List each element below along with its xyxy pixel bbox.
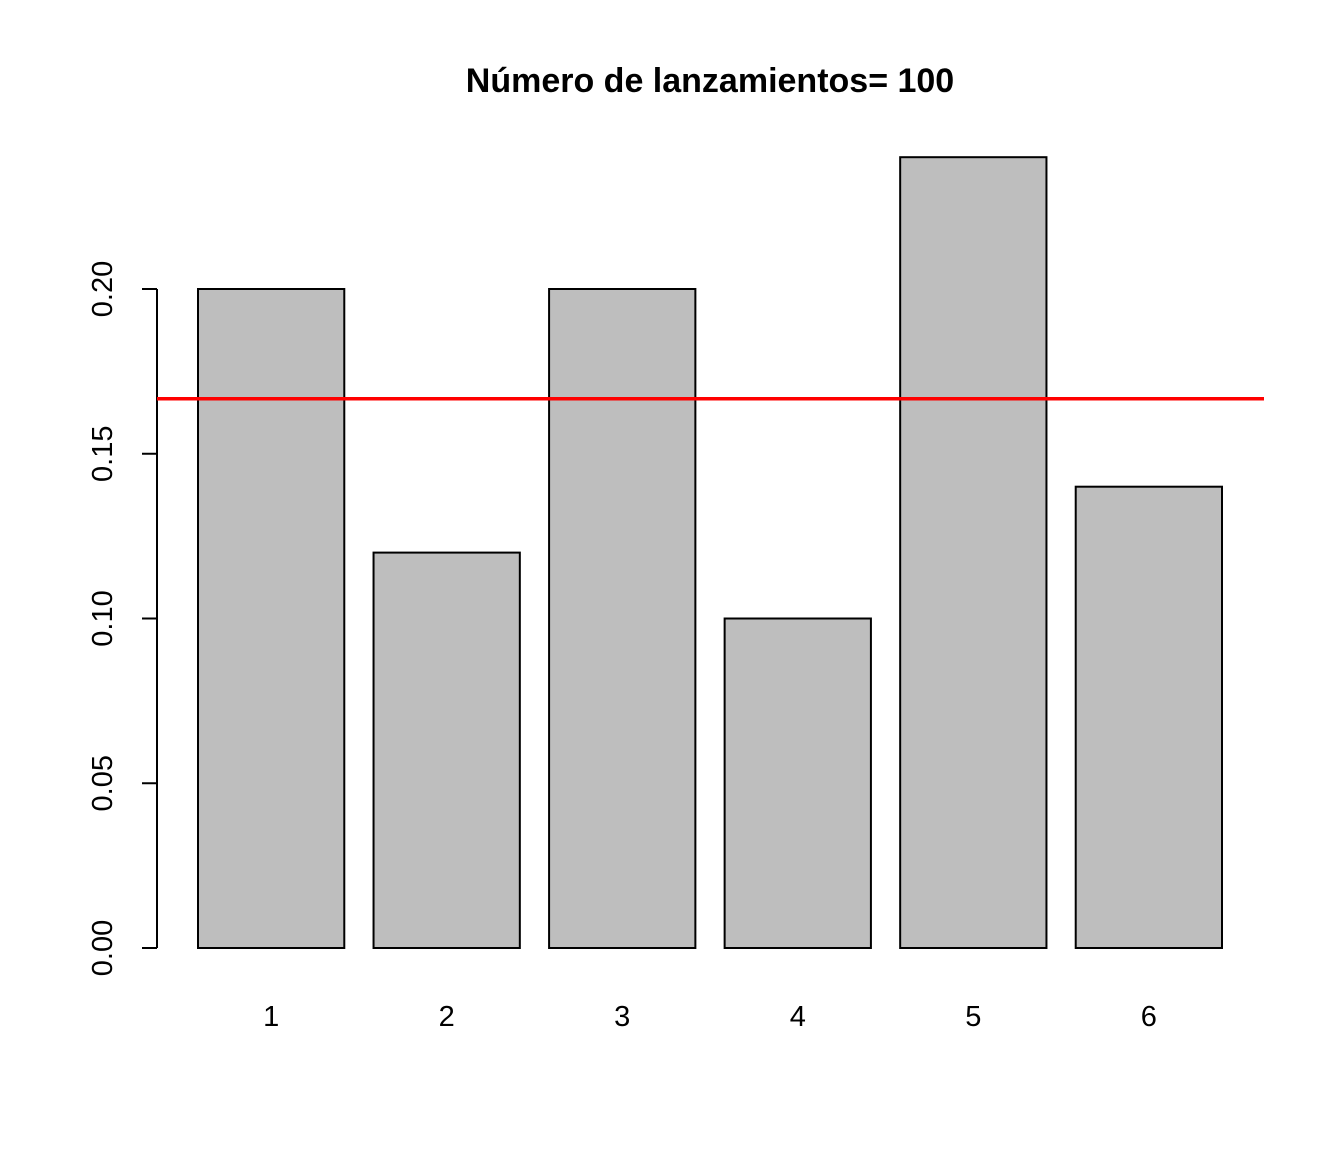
y-tick-label: 0.20: [87, 261, 119, 317]
bar-5: [899, 156, 1048, 949]
bars: [197, 156, 1223, 949]
x-tick-label: 3: [614, 1001, 630, 1033]
x-tick-label: 2: [439, 1001, 455, 1033]
y-tick-label: 0.05: [87, 755, 119, 811]
y-tick-label: 0.10: [87, 590, 119, 646]
y-tick-label: 0.00: [87, 920, 119, 976]
x-tick-label: 1: [263, 1001, 279, 1033]
bar-3: [548, 288, 697, 949]
bar-6: [1074, 485, 1223, 949]
x-tick-label: 4: [790, 1001, 806, 1033]
bar-4: [723, 617, 872, 949]
x-tick-label: 6: [1141, 1001, 1157, 1033]
bar-2: [372, 551, 521, 949]
bar-1: [197, 288, 346, 949]
x-tick-label: 5: [965, 1001, 981, 1033]
y-tick-label: 0.15: [87, 426, 119, 482]
y-axis: 0.00 0.05 0.10 0.15 0.20: [87, 261, 158, 976]
x-axis-labels: 1 2 3 4 5 6: [263, 1001, 1157, 1033]
chart-title: Número de lanzamientos= 100: [466, 62, 954, 100]
